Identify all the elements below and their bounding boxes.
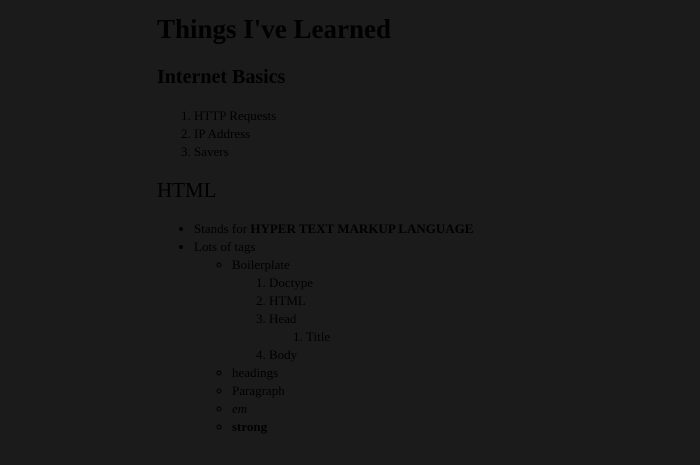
section-heading-html: HTML — [157, 178, 217, 202]
list-item: IP Address — [194, 125, 276, 143]
list-item: Savers — [194, 143, 276, 161]
list-item: Body — [269, 346, 473, 364]
internet-basics-list: HTTP Requests IP Address Savers — [194, 107, 276, 161]
page-title: Things I've Learned — [157, 14, 392, 44]
strong-text: strong — [232, 419, 268, 434]
section-heading-internet-basics: Internet Basics — [157, 66, 286, 88]
em-text: em — [232, 401, 248, 416]
list-item: Doctype — [269, 274, 473, 292]
list-item-boilerplate: Boilerplate Doctype HTML Head Title Body — [232, 256, 473, 364]
stands-for-bold: HYPER TEXT MARKUP LANGUAGE — [250, 221, 474, 236]
list-item-lots-of-tags: Lots of tags Boilerplate Doctype HTML He… — [194, 238, 473, 436]
list-item: Title — [306, 328, 473, 346]
list-item: HTML — [269, 292, 473, 310]
list-item: Paragraph — [232, 382, 473, 400]
boilerplate-list: Doctype HTML Head Title Body — [232, 274, 473, 364]
list-item-em: em — [232, 400, 473, 418]
head-text: Head — [269, 311, 297, 326]
tags-list: Boilerplate Doctype HTML Head Title Body… — [194, 256, 473, 436]
stands-for-text: Stands for — [194, 221, 251, 236]
list-item-head: Head Title — [269, 310, 473, 346]
list-item: HTTP Requests — [194, 107, 276, 125]
boilerplate-text: Boilerplate — [232, 257, 290, 272]
list-item-stands-for: Stands for HYPER TEXT MARKUP LANGUAGE — [194, 220, 473, 238]
lots-of-tags-text: Lots of tags — [194, 239, 256, 254]
list-item: headings — [232, 364, 473, 382]
html-list: Stands for HYPER TEXT MARKUP LANGUAGE Lo… — [194, 220, 473, 436]
head-list: Title — [269, 328, 473, 346]
list-item-strong: strong — [232, 418, 473, 436]
